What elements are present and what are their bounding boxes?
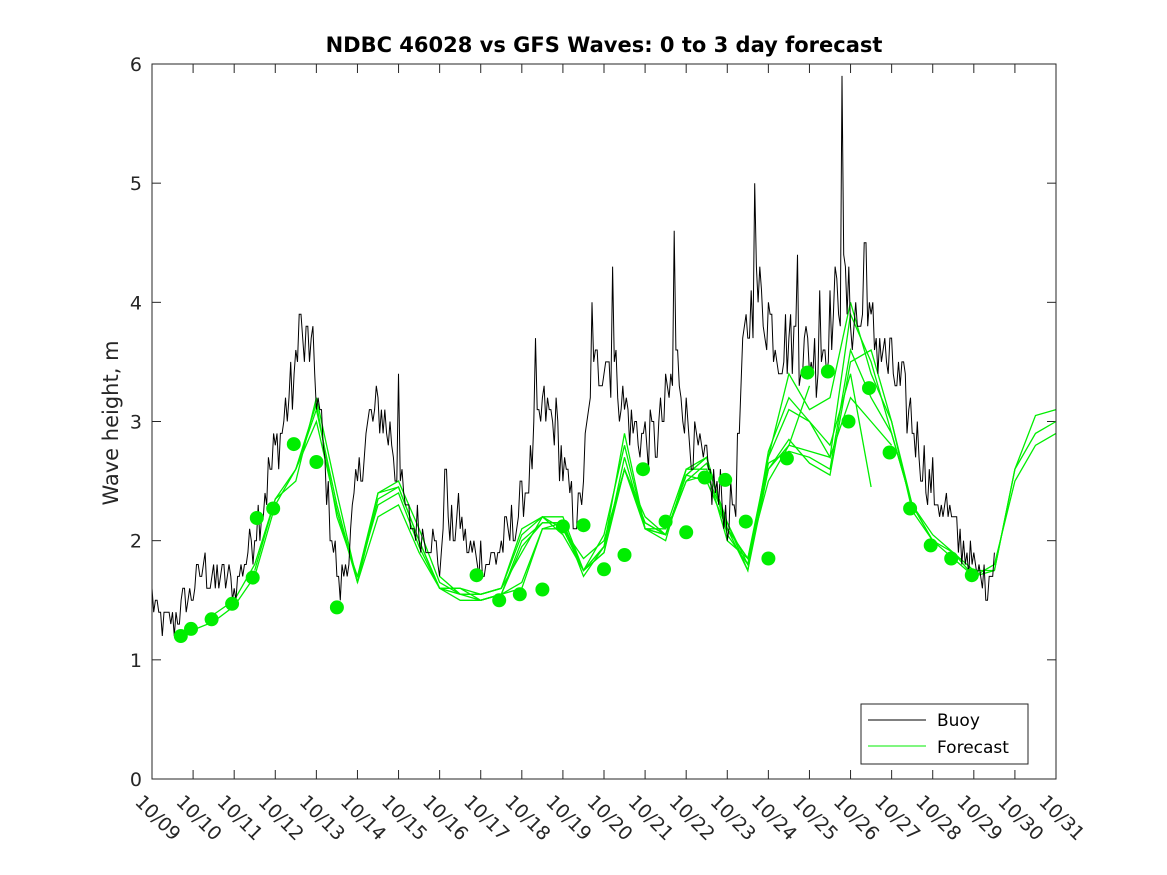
chart-title: NDBC 46028 vs GFS Waves: 0 to 3 day fore…: [326, 33, 883, 57]
analysis-points-layer: [173, 364, 979, 643]
analysis-point: [820, 364, 835, 379]
y-tick-label: 6: [130, 54, 142, 76]
y-tick-label: 0: [130, 769, 142, 791]
analysis-point: [761, 551, 776, 566]
plot-background: [152, 64, 1056, 779]
y-tick-label: 3: [130, 412, 142, 434]
buoy-line: [151, 75, 995, 637]
y-tick-label: 4: [130, 292, 142, 314]
forecast-line: [254, 347, 934, 595]
analysis-point: [800, 365, 815, 380]
analysis-point: [882, 445, 897, 460]
analysis-point: [309, 455, 324, 469]
analysis-point: [923, 538, 938, 553]
analysis-point: [535, 582, 550, 597]
analysis-point: [718, 472, 733, 487]
analysis-point: [679, 525, 694, 540]
analysis-point: [597, 562, 611, 577]
legend-box: [860, 703, 1029, 765]
analysis-point: [286, 437, 301, 452]
analysis-point: [658, 514, 673, 529]
analysis-point: [555, 519, 570, 534]
analysis-point: [329, 600, 344, 615]
legend-buoy-label: Buoy: [937, 711, 980, 731]
forecast-line: [480, 373, 872, 601]
analysis-point: [266, 501, 281, 516]
legend: Buoy Forecast: [860, 703, 1029, 765]
analysis-point: [184, 621, 198, 636]
analysis-point: [964, 568, 979, 583]
analysis-point: [697, 470, 712, 485]
y-ticks: 0 1 2 3 4 5 6: [130, 54, 1056, 791]
analysis-point: [245, 570, 260, 585]
analysis-point: [512, 587, 527, 602]
analysis-point: [249, 511, 264, 525]
analysis-point: [779, 451, 794, 466]
y-tick-label: 1: [130, 650, 142, 672]
analysis-point: [576, 518, 591, 533]
y-tick-label: 2: [130, 531, 142, 553]
axes-box: [151, 63, 1057, 780]
analysis-point: [617, 548, 632, 562]
legend-forecast-label: Forecast: [937, 738, 1009, 758]
analysis-point: [492, 593, 507, 608]
y-tick-label: 5: [130, 173, 142, 195]
analysis-point: [944, 551, 959, 566]
analysis-point: [204, 612, 219, 627]
analysis-point: [862, 381, 876, 396]
analysis-point: [636, 462, 650, 477]
analysis-point: [469, 568, 484, 583]
analysis-point: [173, 629, 188, 643]
analysis-point: [738, 514, 753, 529]
y-axis-label: Wave height, m: [99, 340, 123, 505]
analysis-point: [903, 501, 918, 516]
analysis-point: [225, 596, 240, 611]
buoy-layer: [151, 75, 995, 637]
analysis-point: [841, 414, 856, 429]
